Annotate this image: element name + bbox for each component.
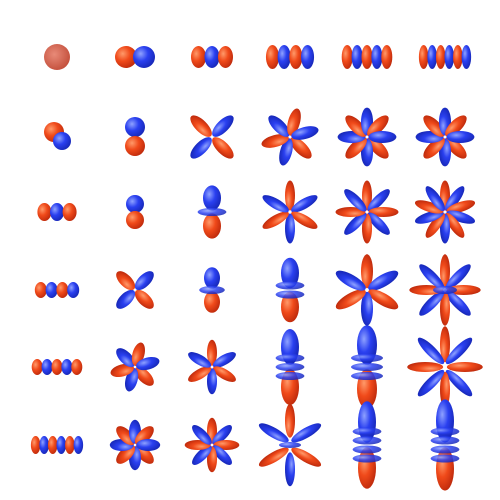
orbital-h-orbital-cloverleaf [415,107,475,167]
orbital-p-orbital-horizontal [115,46,155,68]
orbital-h-orbital-fan [407,326,483,408]
orbital-f-orbital-star [262,180,318,244]
orbital-f-orbital-horizontal-small [34,282,80,298]
orbital-h-orbital-horizontal [418,45,472,69]
orbital-d-orbital-cloverleaf [190,115,234,159]
orbital-g-orbital-horizontal [341,45,393,69]
orbital-hz5-orbital [352,401,382,489]
orbital-dz2-orbital [197,185,227,239]
orbital-h-orbital-star [414,180,476,244]
orbital-dz2-orbital-small [199,267,225,313]
orbital-d-orbital-horizontal [191,46,233,68]
orbital-g-orbital-star [335,180,399,244]
orbital-g-orbital-stacked [258,403,322,487]
orbital-p-orbital-vertical [125,117,145,156]
orbital-g-orbital-cloverleaf [337,107,397,167]
orbital-g-orbital-star-small [184,417,240,473]
orbital-p-orbital-vertical-small [126,195,144,229]
orbital-fz3-orbital [275,257,305,323]
orbital-f-orbital-horizontal [265,45,315,69]
orbital-h-orbital-horizontal-small [30,436,84,454]
orbital-gz4-orbital [351,325,383,409]
orbital-h-orbital-multi-lobe [409,254,481,326]
orbital-g-orbital-cloverleaf-small [109,419,161,471]
orbital-d-orbital-cloverleaf-small [116,271,154,309]
orbital-f-orbital-star-small [188,339,236,395]
orbital-p-orbital-diagonal-small [44,122,71,150]
orbital-fz3-orbital-tall [275,329,305,405]
orbital-s-orbital-sphere [44,44,70,70]
orbital-g-orbital-six-lobe [335,254,399,326]
orbital-g-orbital-horizontal-small [31,359,83,375]
orbital-f-orbital-cloverleaf-small [110,342,160,392]
orbital-hz5-orbital-tall [430,399,460,491]
orbital-f-orbital-cloverleaf [261,108,319,166]
orbital-d-orbital-horizontal-small [37,203,77,221]
